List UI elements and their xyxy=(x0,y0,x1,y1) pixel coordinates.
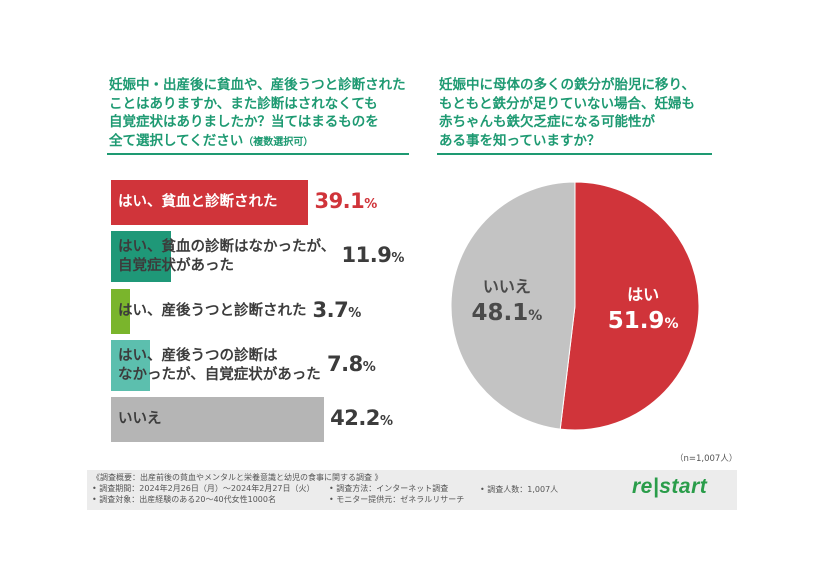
survey-footer xyxy=(87,470,737,510)
bar xyxy=(111,340,151,391)
bar xyxy=(111,180,309,225)
survey-provider: • モニター提供元：ゼネラルリサーチ xyxy=(329,495,465,504)
sample-size-note: （n=1,007人） xyxy=(675,454,738,464)
bar-label-line: いいえ xyxy=(118,411,162,427)
pie-slice xyxy=(450,181,576,430)
bar-label: はい、貧血の診断はなかったが、 自覚症状があった xyxy=(118,238,335,276)
left-question-line: 全て選択してください（複数選択可） xyxy=(109,132,414,153)
left-question-line-4: 全て選択してください xyxy=(109,132,244,149)
survey-period: • 調査期間：2024年2月26日（月）～2024年2月27日（火） xyxy=(92,484,315,493)
right-question-line: 赤ちゃんも鉄欠乏症になる可能性が xyxy=(439,114,655,130)
survey-title: 《調査概要：出産前後の貧血やメンタルと栄養意識と幼児の食事に関する調査 》 xyxy=(92,473,383,482)
bar xyxy=(111,397,325,442)
right-question: 妊娠中に母体の多くの鉄分が胎児に移り、 もともと鉄分が足りていない場合、妊婦も … xyxy=(439,76,719,150)
survey-target: • 調査対象：出産経験のある20～40代女性1000名 xyxy=(92,495,276,504)
bar-value-label: 7.8% xyxy=(327,351,376,376)
right-question-line: 妊娠中に母体の多くの鉄分が胎児に移り、 xyxy=(439,77,695,93)
bar-label: はい、産後うつと診断された xyxy=(118,302,307,321)
pie-category-label: はい xyxy=(627,285,659,304)
bar-label-line: はい、産後うつの診断は xyxy=(118,347,278,364)
right-divider xyxy=(437,153,712,155)
right-question-line: ある事を知っていますか？ xyxy=(439,132,601,149)
left-question: 妊娠中・出産後に貧血や、産後うつと診断された ことはありますか、また診断はされな… xyxy=(109,76,414,152)
left-question-line: ことはありますか、また診断はされなくても xyxy=(109,95,378,112)
restart-logo: re|start xyxy=(632,475,707,499)
pie-value-label: 51.9% xyxy=(608,308,679,334)
bar-label-line: はい、貧血と診断された xyxy=(118,194,278,210)
bar-label-line: はい、貧血の診断はなかったが、 xyxy=(118,238,336,255)
bar-label: はい、産後うつの診断はなかったが、自覚症状があった xyxy=(118,347,321,385)
bar-label: いいえ xyxy=(118,410,162,429)
right-question-line: もともと鉄分が足りていない場合、妊婦も xyxy=(439,95,695,112)
pie-category-label: いいえ xyxy=(483,277,531,296)
left-divider xyxy=(107,153,409,155)
bar-label-line: なかったが、自覚症状があった xyxy=(118,366,321,383)
bar-value-label: 39.1% xyxy=(314,188,377,213)
left-question-line: 妊娠中・出産後に貧血や、産後うつと診断された xyxy=(109,77,406,93)
survey-count: • 調査人数：1,007人 xyxy=(480,485,559,494)
bar-label: はい、貧血と診断された xyxy=(118,193,278,212)
bar-label-line: 自覚症状があった xyxy=(118,257,234,274)
bar xyxy=(111,289,130,334)
survey-method: • 調査方法：インターネット調査 xyxy=(329,484,449,493)
logo-separator: | xyxy=(652,475,660,498)
logo-part: re xyxy=(632,475,653,498)
pie-slice xyxy=(559,181,700,431)
bar-value-label: 3.7% xyxy=(312,297,362,322)
bar xyxy=(111,231,172,282)
left-question-line: 自覚症状はありましたか？当てはまるものを xyxy=(109,114,379,130)
pie-value-label: 48.1% xyxy=(472,300,543,326)
bar-value-label: 42.2% xyxy=(330,405,393,430)
bar-label-line: はい、産後うつと診断された xyxy=(118,303,307,319)
logo-part: start xyxy=(659,475,708,498)
bar-value-label: 11.9% xyxy=(341,242,405,267)
multiple-choice-note: （複数選択可） xyxy=(243,136,314,148)
